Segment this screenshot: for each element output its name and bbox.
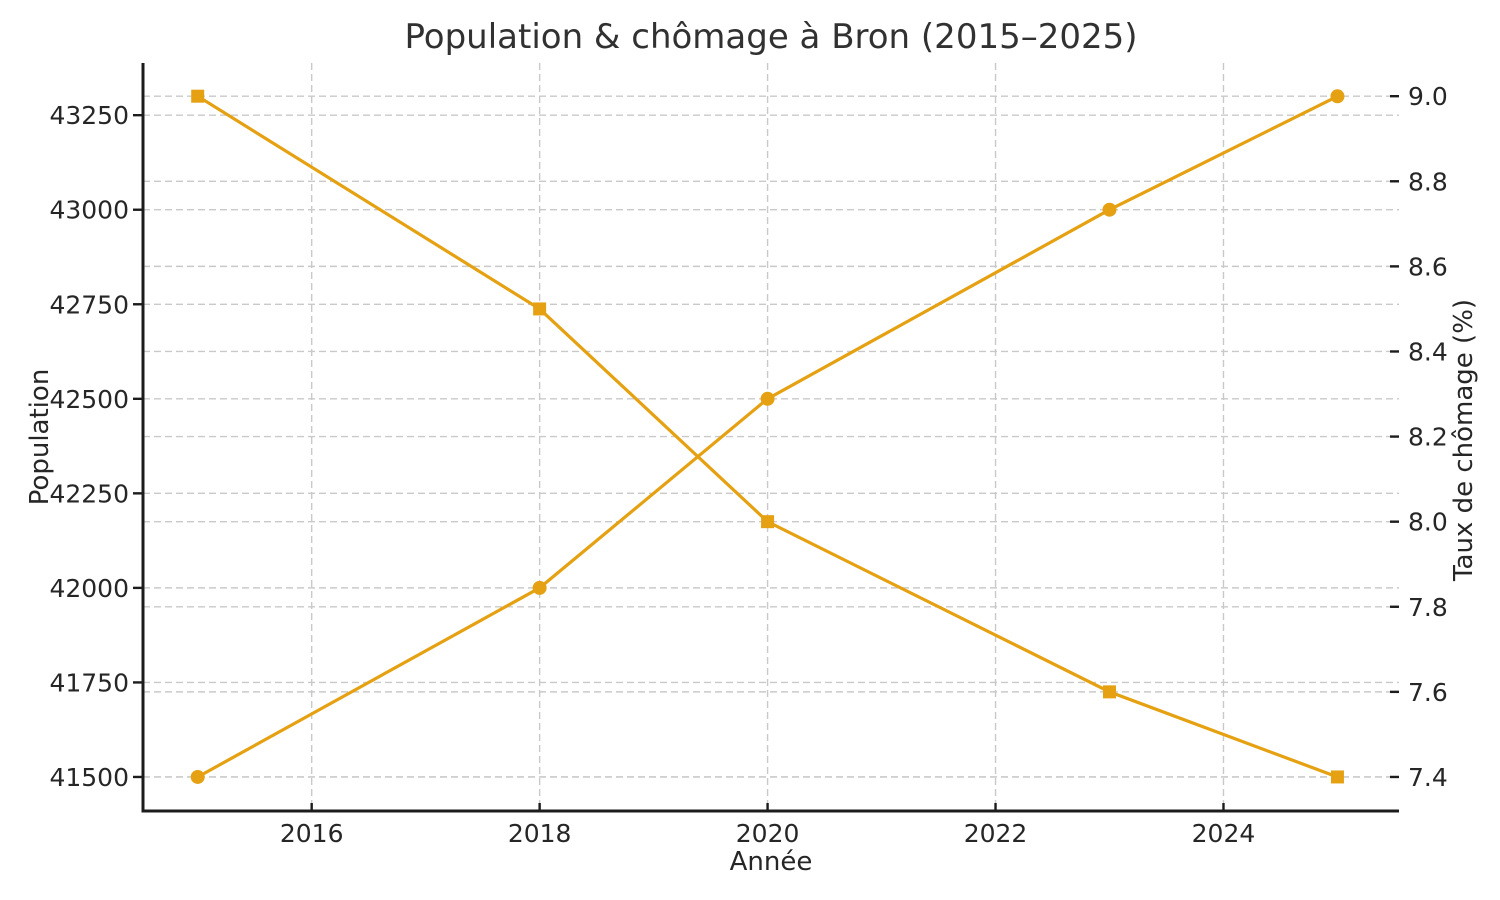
chart-title: Population & chômage à Bron (2015–2025) xyxy=(404,17,1138,57)
taux-chomage-marker-square xyxy=(191,89,205,103)
left-tick-label: 42250 xyxy=(49,479,129,508)
x-axis-title: Année xyxy=(729,847,813,877)
population-marker-circle xyxy=(1102,202,1117,217)
right-tick-label: 8.8 xyxy=(1408,167,1448,196)
x-tick-label: 2018 xyxy=(508,819,572,848)
population-marker-circle xyxy=(532,580,547,595)
tick-labels: 41500 41750 42000 42250 42500 42750 43000 43250… xyxy=(49,82,1447,848)
right-tick-label: 7.4 xyxy=(1408,763,1448,792)
left-tick-label: 42750 xyxy=(49,290,129,319)
right-tick-label: 8.2 xyxy=(1408,423,1448,452)
right-tick-label: 8.6 xyxy=(1408,252,1448,281)
gridlines xyxy=(143,63,1399,811)
right-tick-label: 8.0 xyxy=(1408,508,1448,537)
left-tick-label: 42000 xyxy=(49,574,129,603)
x-tick-label: 2022 xyxy=(964,819,1028,848)
population-marker-circle xyxy=(190,769,205,784)
left-tick-label: 42500 xyxy=(49,385,129,414)
left-tick-label: 41750 xyxy=(49,668,129,697)
left-tick-label: 43000 xyxy=(49,196,129,225)
population-marker-circle xyxy=(1330,89,1345,104)
right-tick-label: 7.6 xyxy=(1408,678,1448,707)
taux-chomage-marker-square xyxy=(533,302,547,316)
right-tick-label: 9.0 xyxy=(1408,82,1448,111)
x-tick-label: 2016 xyxy=(280,819,344,848)
right-tick-label: 7.8 xyxy=(1408,593,1448,622)
taux-chomage-marker-square xyxy=(1330,770,1344,784)
taux-chomage-marker-square xyxy=(1103,685,1117,699)
left-tick-label: 43250 xyxy=(49,101,129,130)
x-tick-label: 2020 xyxy=(736,819,800,848)
left-tick-label: 41500 xyxy=(49,763,129,792)
x-tick-label: 2024 xyxy=(1192,819,1256,848)
tick-marks xyxy=(133,94,1399,811)
population-marker-circle xyxy=(760,391,775,406)
right-tick-label: 8.4 xyxy=(1408,337,1448,366)
taux-chomage-marker-square xyxy=(761,515,775,529)
